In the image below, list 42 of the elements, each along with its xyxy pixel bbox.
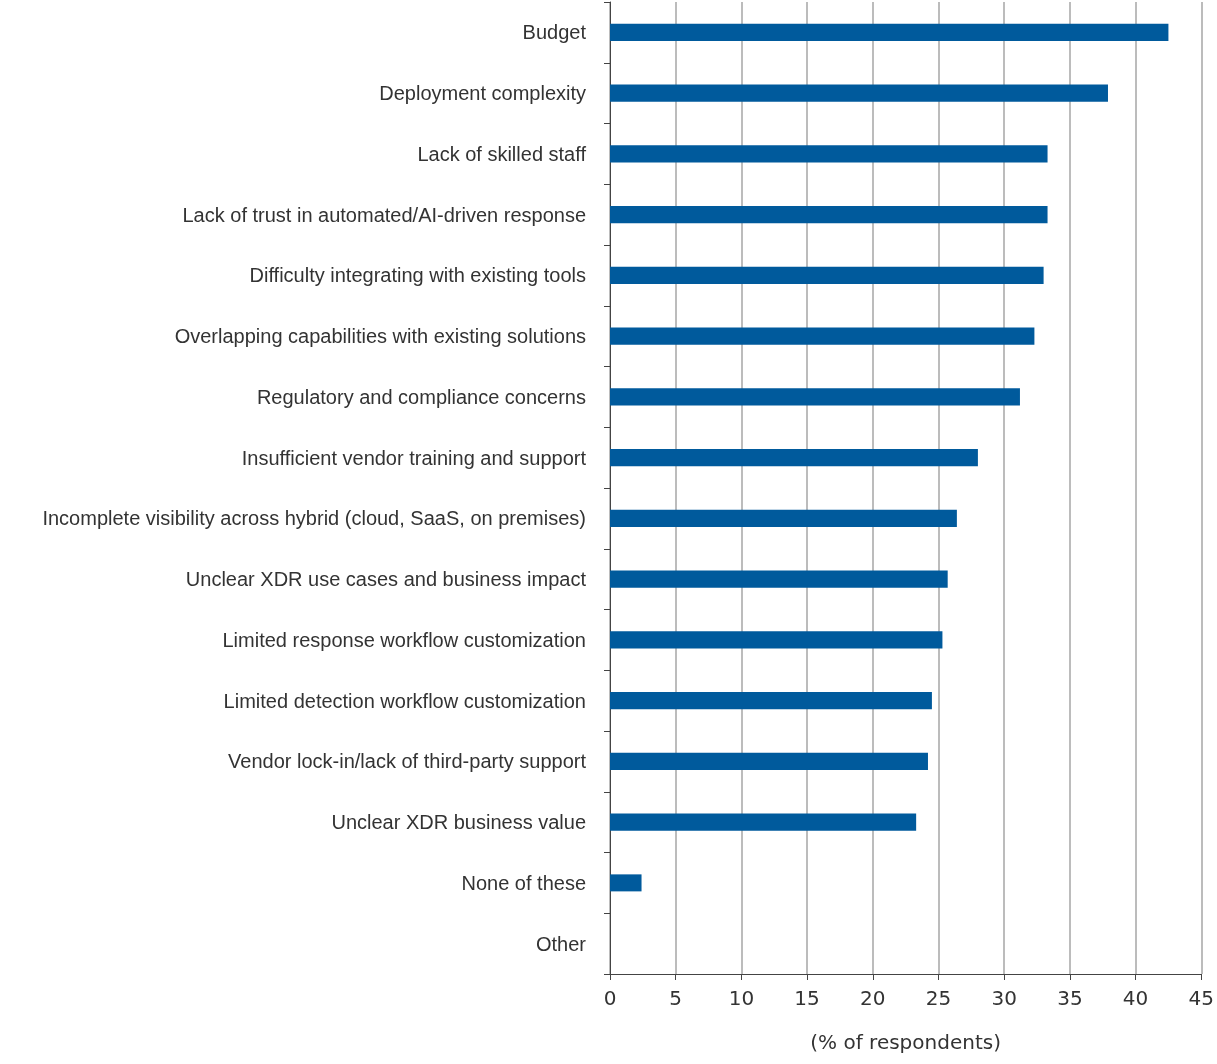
x-tick-label: 15 bbox=[794, 986, 820, 1010]
y-tick-label: Regulatory and compliance concerns bbox=[256, 385, 586, 408]
y-tick-label: Limited response workflow customization bbox=[222, 628, 586, 651]
y-tick-label: Incomplete visibility across hybrid (cloud, SaaS, on premises) bbox=[42, 507, 586, 530]
bar bbox=[610, 84, 1108, 102]
bar bbox=[610, 874, 642, 892]
bar bbox=[610, 813, 917, 831]
bar bbox=[610, 631, 943, 649]
y-tick-label: None of these bbox=[461, 871, 586, 894]
bar bbox=[610, 692, 932, 710]
y-tick-label: Insufficient vendor training and support bbox=[241, 446, 587, 469]
x-tick-label: 25 bbox=[925, 986, 952, 1010]
bar bbox=[610, 145, 1048, 163]
y-tick-label: Lack of skilled staff bbox=[417, 142, 587, 165]
bar bbox=[610, 327, 1035, 345]
y-tick-label: Unclear XDR use cases and business impact bbox=[185, 568, 587, 591]
y-tick-label: Difficulty integrating with existing tools bbox=[249, 264, 586, 287]
bar bbox=[610, 388, 1020, 406]
y-tick-label: Budget bbox=[522, 21, 587, 44]
x-tick-label: 20 bbox=[860, 986, 886, 1010]
y-tick-label: Overlapping capabilities with existing solutions bbox=[174, 325, 586, 348]
bar bbox=[610, 266, 1044, 284]
y-tick-label: Lack of trust in automated/AI-driven response bbox=[182, 203, 586, 226]
y-tick-label: Unclear XDR business value bbox=[331, 811, 586, 834]
y-tick-label: Deployment complexity bbox=[379, 82, 586, 105]
x-tick-label: 30 bbox=[991, 986, 1017, 1010]
x-axis-title: (% of respondents) bbox=[810, 1030, 1001, 1054]
y-tick-label: Limited detection workflow customization bbox=[223, 689, 586, 712]
bar bbox=[610, 23, 1169, 41]
x-tick-label: 5 bbox=[669, 986, 683, 1010]
y-tick-label: Other bbox=[535, 932, 587, 955]
bar bbox=[610, 570, 948, 588]
y-tick-label: Vendor lock-in/lack of third-party support bbox=[228, 750, 587, 773]
x-tick-label: 45 bbox=[1188, 986, 1214, 1010]
bar bbox=[610, 206, 1048, 224]
x-tick-label: 35 bbox=[1057, 986, 1083, 1010]
bar bbox=[610, 509, 957, 527]
x-tick-label: 40 bbox=[1122, 986, 1149, 1010]
bar bbox=[610, 752, 928, 770]
x-tick-label: 10 bbox=[728, 986, 755, 1010]
bar bbox=[610, 449, 978, 467]
x-tick-label: 0 bbox=[603, 986, 617, 1010]
